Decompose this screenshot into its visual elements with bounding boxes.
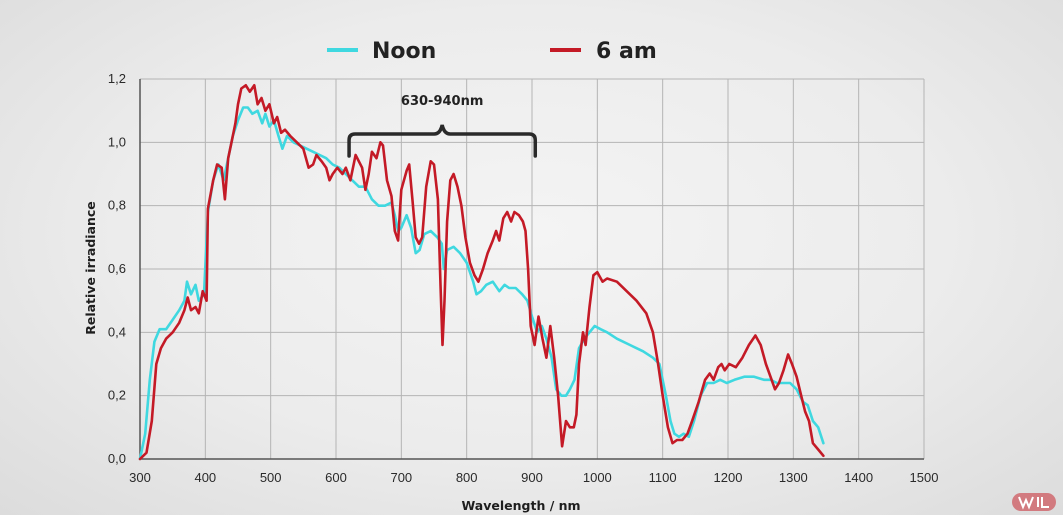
grid (139, 78, 925, 460)
x-tick-label: 500 (260, 470, 282, 485)
x-tick-label: 900 (521, 470, 543, 485)
x-tick-label: 1100 (649, 470, 677, 485)
y-axis-label: Relative irradiance (83, 201, 98, 335)
y-tick-label: 0,6 (108, 261, 126, 276)
y-tick-label: 0,4 (108, 324, 126, 339)
y-tick-label: 1,0 (108, 134, 126, 149)
series-lines (138, 84, 825, 461)
legend-label: 6 am (596, 39, 657, 64)
x-axis-label: Wavelength / nm (461, 498, 580, 513)
x-tick-label: 400 (194, 470, 216, 485)
x-tick-label: 1500 (910, 470, 939, 485)
x-tick-label: 700 (390, 470, 412, 485)
legend-label: Noon (372, 39, 436, 64)
y-tick-label: 0,0 (108, 451, 126, 466)
y-tick-label: 1,2 (108, 71, 126, 86)
bracket-label: 630-940nm (401, 94, 483, 109)
wavelength-bracket: 630-940nm (347, 94, 538, 158)
x-tick-label: 800 (456, 470, 478, 485)
tick-labels: 300 400 500 600 700 800 900 1000 1100 1200 1300 140… (108, 71, 939, 485)
x-tick-label: 1400 (844, 470, 873, 485)
x-tick-label: 1300 (779, 470, 808, 485)
series-line-6am (138, 84, 825, 461)
y-tick-label: 0,2 (108, 388, 126, 403)
x-tick-label: 1200 (714, 470, 743, 485)
bracket-shape (347, 124, 538, 158)
x-tick-label: 600 (325, 470, 347, 485)
series-line-noon (138, 106, 825, 461)
legend: Noon 6 am (327, 39, 657, 64)
x-tick-label: 1000 (583, 470, 612, 485)
logo-watermark-icon (1012, 493, 1056, 511)
x-tick-label: 300 (129, 470, 151, 485)
y-tick-label: 0,8 (108, 198, 126, 213)
